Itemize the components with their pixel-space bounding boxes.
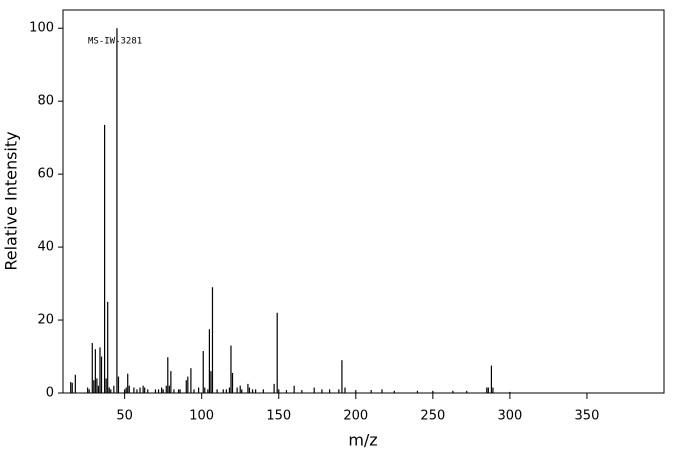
y-tick-label: 40: [37, 240, 54, 255]
annotation: MS-IW-3281: [88, 37, 142, 47]
x-tick-label: 150: [266, 409, 291, 424]
y-tick-label: 80: [37, 94, 54, 109]
y-tick-label: 100: [29, 21, 54, 36]
x-tick-label: 100: [189, 409, 214, 424]
y-tick-label: 20: [37, 313, 54, 328]
x-tick-label: 200: [343, 409, 368, 424]
x-tick-label: 50: [116, 409, 133, 424]
plot-frame: [62, 9, 665, 394]
x-tick-label: 350: [575, 409, 600, 424]
x-tick-label: 250: [420, 409, 445, 424]
x-axis-label: m/z: [348, 431, 377, 450]
y-tick-label: 0: [46, 386, 54, 401]
y-tick-label: 60: [37, 167, 54, 182]
y-axis-label: Relative Intensity: [2, 131, 21, 270]
x-tick-label: 300: [497, 409, 522, 424]
